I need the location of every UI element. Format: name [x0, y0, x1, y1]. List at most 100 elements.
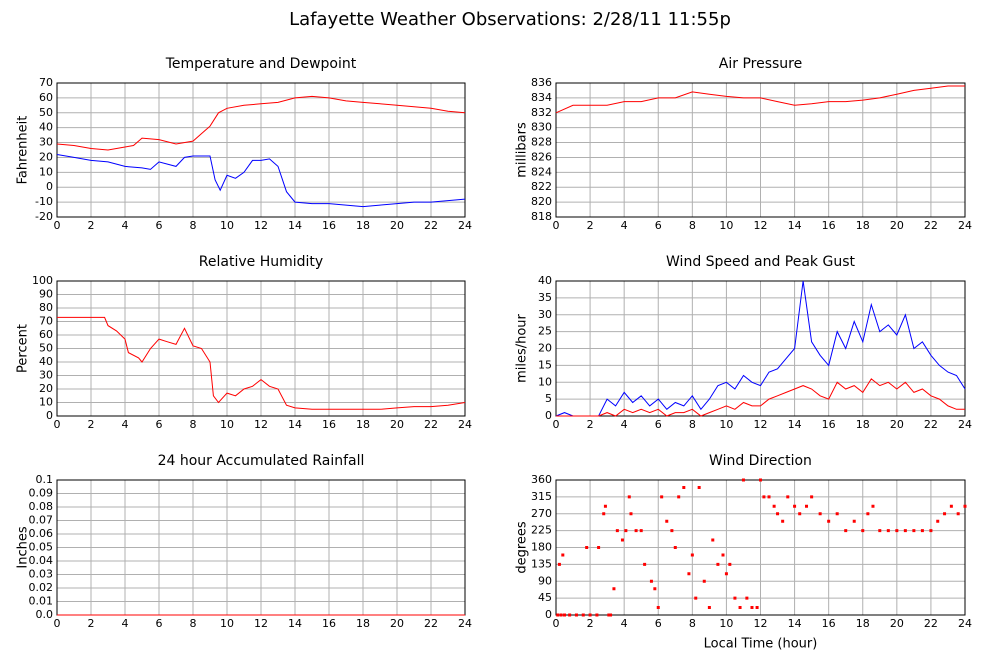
x-tick-label: 18 [356, 219, 370, 232]
y-tick-label: 80 [39, 301, 53, 314]
panel-title: 24 hour Accumulated Rainfall [158, 453, 365, 469]
data-point [738, 606, 742, 609]
x-tick-label: 8 [190, 418, 197, 431]
x-tick-label: 14 [288, 219, 302, 232]
data-point [912, 529, 916, 533]
data-point [581, 613, 585, 617]
y-tick-label: 0.05 [29, 541, 54, 554]
data-point [818, 512, 822, 516]
data-line [56, 95, 466, 151]
x-tick-label: 24 [458, 418, 472, 431]
x-tick-label: 18 [856, 617, 870, 630]
data-point [557, 562, 561, 566]
panel-title: Air Pressure [719, 56, 802, 72]
y-tick-label: 45 [538, 591, 552, 604]
y-tick-label: 0.01 [29, 595, 54, 608]
data-point [595, 613, 599, 617]
x-tick-label: 22 [424, 418, 438, 431]
data-point [772, 504, 776, 508]
x-tick-label: 20 [890, 617, 904, 630]
x-tick-label: 12 [254, 617, 268, 630]
data-point [561, 553, 565, 557]
x-tick-label: 22 [924, 219, 938, 232]
y-tick-label: 225 [531, 524, 552, 537]
data-point [835, 512, 839, 516]
x-tick-label: 8 [689, 219, 696, 232]
y-tick-label: 826 [531, 150, 552, 163]
y-tick-label: 10 [39, 165, 53, 178]
y-tick-label: 836 [531, 76, 552, 89]
y-axis-label: millibars [515, 122, 530, 178]
y-tick-label: 30 [39, 369, 53, 382]
data-point [682, 486, 686, 489]
data-point [741, 478, 745, 482]
data-point [745, 596, 749, 600]
x-tick-label: 20 [390, 219, 404, 232]
y-tick-label: 60 [39, 91, 53, 104]
x-tick-label: 4 [122, 617, 129, 630]
y-tick-label: 828 [531, 136, 552, 149]
x-tick-label: 6 [156, 418, 163, 431]
x-tick-label: 4 [621, 617, 628, 630]
data-point [697, 486, 701, 489]
data-point [588, 613, 592, 617]
x-tick-label: 24 [958, 617, 972, 630]
data-point [660, 495, 664, 499]
x-tick-label: 6 [655, 617, 662, 630]
data-point [936, 519, 940, 523]
y-tick-label: -20 [35, 210, 53, 223]
y-tick-label: 30 [538, 308, 552, 321]
data-point [649, 579, 653, 583]
data-point [624, 529, 628, 533]
x-tick-label: 10 [220, 617, 234, 630]
data-point [612, 587, 616, 591]
data-point [597, 546, 601, 549]
y-tick-label: 0 [46, 409, 53, 422]
data-point [627, 495, 631, 499]
y-tick-label: 40 [538, 274, 552, 287]
y-tick-label: 0.03 [29, 568, 54, 581]
data-point [943, 512, 947, 516]
data-point [886, 529, 890, 533]
x-tick-label: 22 [424, 219, 438, 232]
data-point [786, 495, 790, 499]
data-point [852, 519, 856, 523]
x-tick-label: 4 [621, 418, 628, 431]
data-point [563, 613, 567, 617]
y-tick-label: 50 [39, 342, 53, 355]
data-point [677, 495, 681, 499]
x-tick-label: 2 [88, 418, 95, 431]
y-tick-label: 0.0 [36, 608, 54, 621]
x-tick-label: 2 [88, 219, 95, 232]
y-tick-label: 30 [39, 136, 53, 149]
x-tick-label: 22 [924, 418, 938, 431]
data-point [878, 529, 882, 533]
data-point [793, 504, 797, 508]
y-tick-label: 0.04 [29, 554, 54, 567]
data-line [555, 280, 966, 417]
y-tick-label: 270 [531, 507, 552, 520]
data-point [956, 512, 960, 516]
data-point [750, 606, 754, 609]
x-tick-label: 12 [254, 219, 268, 232]
y-tick-label: 20 [39, 150, 53, 163]
x-tick-label: 8 [689, 617, 696, 630]
x-tick-label: 14 [788, 418, 802, 431]
x-tick-label: 0 [54, 418, 61, 431]
y-tick-label: 100 [32, 274, 53, 287]
y-tick-label: 0 [545, 608, 552, 621]
data-point [733, 596, 737, 600]
data-point [755, 606, 759, 609]
x-tick-label: 18 [856, 219, 870, 232]
data-point [643, 562, 647, 566]
data-point [639, 529, 643, 533]
y-tick-label: 10 [39, 396, 53, 409]
y-tick-label: 315 [531, 490, 552, 503]
data-point [694, 596, 698, 600]
data-point [776, 512, 780, 516]
x-tick-label: 14 [288, 617, 302, 630]
x-tick-label: 8 [190, 219, 197, 232]
data-point [759, 478, 762, 482]
y-tick-label: 90 [538, 574, 552, 587]
y-tick-label: 820 [531, 195, 552, 208]
